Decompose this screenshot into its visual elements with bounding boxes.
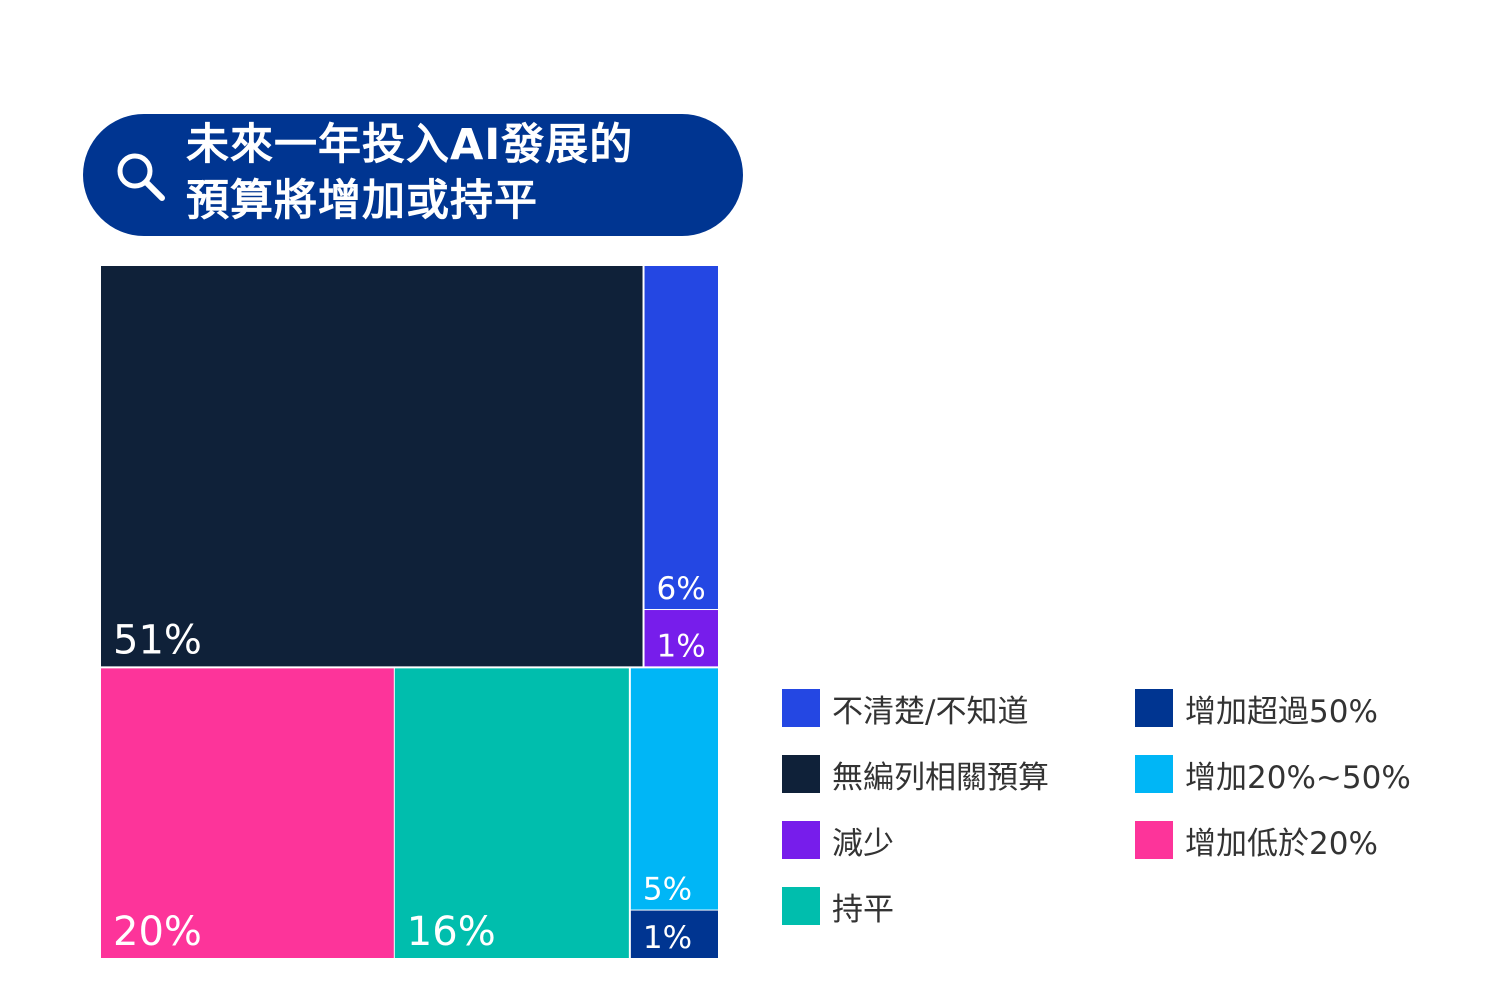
treemap-cell bbox=[101, 266, 643, 667]
legend-item: 不清楚/不知道 bbox=[782, 688, 1029, 730]
treemap-value-label: 1% bbox=[657, 628, 706, 664]
legend-label: 增加20%~50% bbox=[1185, 759, 1411, 796]
treemap-value-label: 20% bbox=[113, 909, 202, 955]
legend-item: 持平 bbox=[782, 886, 894, 928]
legend-swatch bbox=[1135, 689, 1173, 727]
legend-label: 減少 bbox=[832, 825, 894, 862]
legend-label: 增加超過50% bbox=[1185, 693, 1378, 730]
treemap-cell bbox=[644, 610, 718, 667]
treemap-cell bbox=[644, 266, 718, 610]
treemap-value-label: 1% bbox=[643, 920, 692, 956]
legend-item: 減少 bbox=[782, 820, 894, 862]
legend-swatch bbox=[782, 755, 820, 793]
treemap-value-label: 51% bbox=[113, 617, 202, 663]
legend-label: 無編列相關預算 bbox=[832, 759, 1049, 796]
title-banner bbox=[83, 114, 743, 236]
legend-swatch bbox=[782, 887, 820, 925]
treemap-value-label: 5% bbox=[643, 872, 692, 908]
legend-item: 增加20%~50% bbox=[1135, 754, 1411, 796]
legend-item: 無編列相關預算 bbox=[782, 754, 1049, 796]
treemap-cell bbox=[630, 668, 718, 910]
legend-swatch bbox=[782, 689, 820, 727]
treemap-cell bbox=[394, 668, 629, 958]
legend-label: 不清楚/不知道 bbox=[832, 693, 1029, 730]
legend-swatch bbox=[782, 821, 820, 859]
legend-item: 增加低於20% bbox=[1135, 820, 1378, 862]
treemap-cell bbox=[101, 668, 394, 958]
legend-label: 增加低於20% bbox=[1185, 825, 1378, 862]
legend-item: 增加超過50% bbox=[1135, 688, 1378, 730]
treemap-value-label: 16% bbox=[407, 909, 496, 955]
legend-label: 持平 bbox=[832, 891, 894, 928]
treemap-value-label: 6% bbox=[657, 571, 706, 607]
treemap-cell bbox=[630, 910, 718, 958]
search-icon bbox=[117, 153, 165, 201]
legend-swatch bbox=[1135, 821, 1173, 859]
chart-title: 未來一年投入AI發展的 預算將增加或持平 bbox=[186, 120, 634, 226]
legend-swatch bbox=[1135, 755, 1173, 793]
